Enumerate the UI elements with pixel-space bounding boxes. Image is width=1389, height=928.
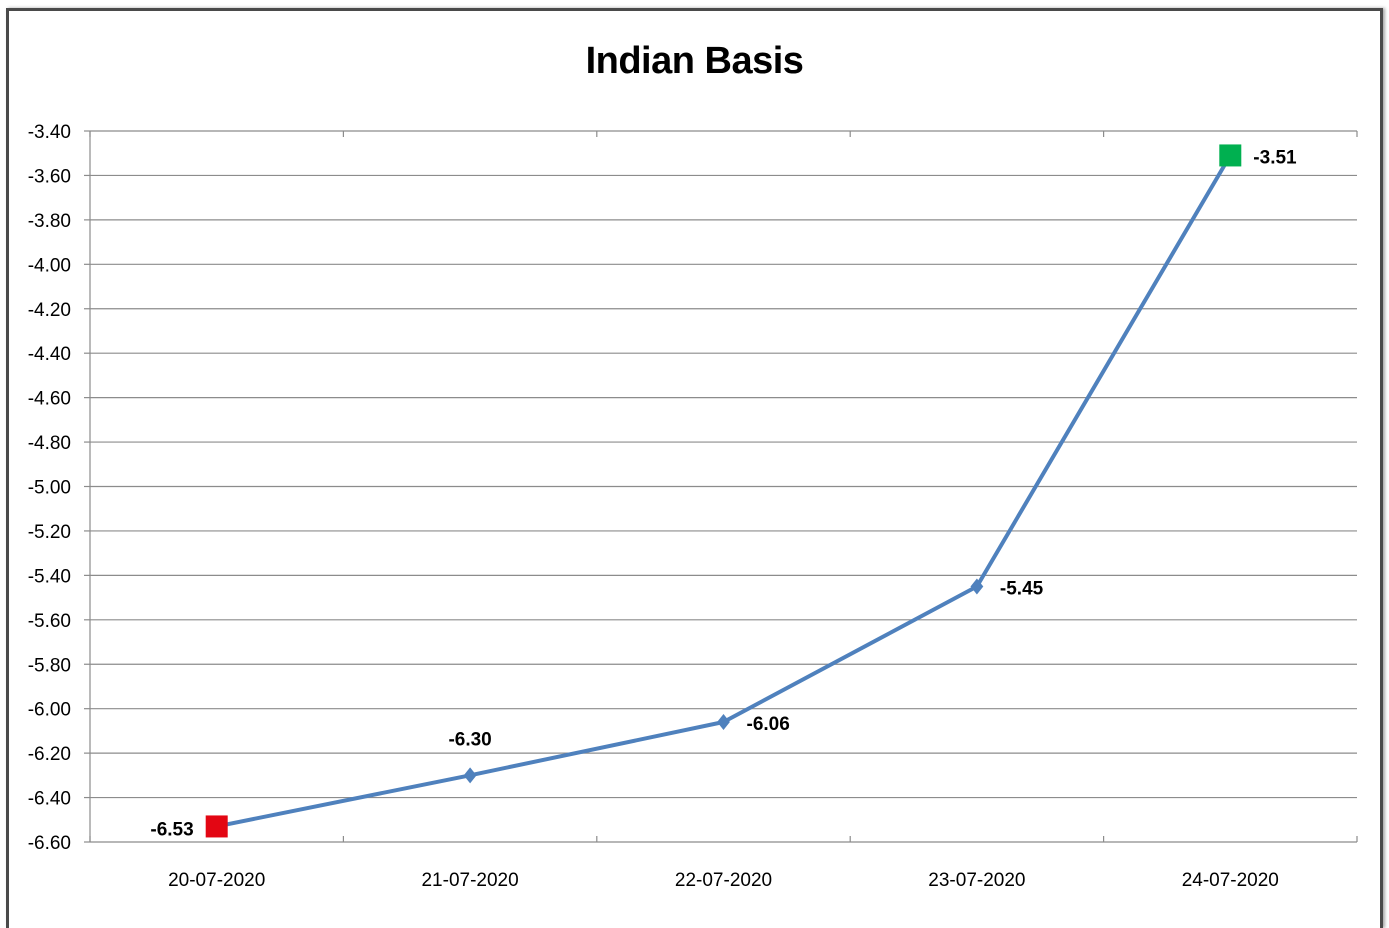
y-tick-label: -3.80 (28, 211, 71, 232)
y-tick-label: -5.80 (28, 655, 71, 676)
y-tick-label: -4.80 (28, 433, 71, 454)
x-tick-label: 23-07-2020 (928, 870, 1025, 891)
y-tick-label: -6.60 (28, 833, 71, 854)
chart-frame (6, 8, 1383, 928)
max-marker (1219, 144, 1242, 167)
y-tick-label: -4.00 (28, 255, 71, 276)
y-tick-label: -3.60 (28, 166, 71, 187)
x-tick-label: 21-07-2020 (421, 870, 518, 891)
y-tick-label: -3.40 (28, 122, 71, 143)
data-label: -6.30 (448, 729, 491, 750)
y-tick-label: -5.00 (28, 478, 71, 499)
axes: -3.40 -3.60 -3.80 -4.00 -4.20 -4.40 -4.60 -4.80… (28, 122, 1358, 891)
y-tick-label: -4.60 (28, 389, 71, 410)
y-tick-label: -4.40 (28, 344, 71, 365)
y-tick-label: -6.20 (28, 744, 71, 765)
data-point-marker (970, 578, 984, 595)
data-label: -3.51 (1253, 147, 1297, 168)
data-label: -5.45 (1000, 578, 1044, 599)
y-tick-label: -4.20 (28, 300, 71, 321)
data-labels: -6.53 -6.30 -6.06 -5.45 -3.51 (150, 147, 1297, 840)
y-tick-label: -5.40 (28, 566, 71, 587)
chart-plot: -3.40 -3.60 -3.80 -4.00 -4.20 -4.40 -4.60 -4.80… (28, 122, 1358, 891)
x-tick-label: 20-07-2020 (168, 870, 265, 891)
chart-title: Indian Basis (585, 40, 804, 82)
y-tick-label: -6.40 (28, 789, 71, 810)
y-tick-label: -5.60 (28, 611, 71, 632)
gridlines (90, 130, 1357, 843)
x-tick-label: 24-07-2020 (1182, 870, 1279, 891)
min-marker (205, 815, 228, 838)
data-point-marker (463, 767, 477, 784)
markers (205, 144, 1242, 838)
data-point-marker (717, 714, 730, 731)
y-tick-label: -6.00 (28, 700, 71, 721)
data-label: -6.06 (747, 714, 790, 735)
x-tick-label: 22-07-2020 (675, 870, 772, 891)
y-tick-label: -5.20 (28, 522, 71, 543)
data-label: -6.53 (150, 819, 193, 840)
